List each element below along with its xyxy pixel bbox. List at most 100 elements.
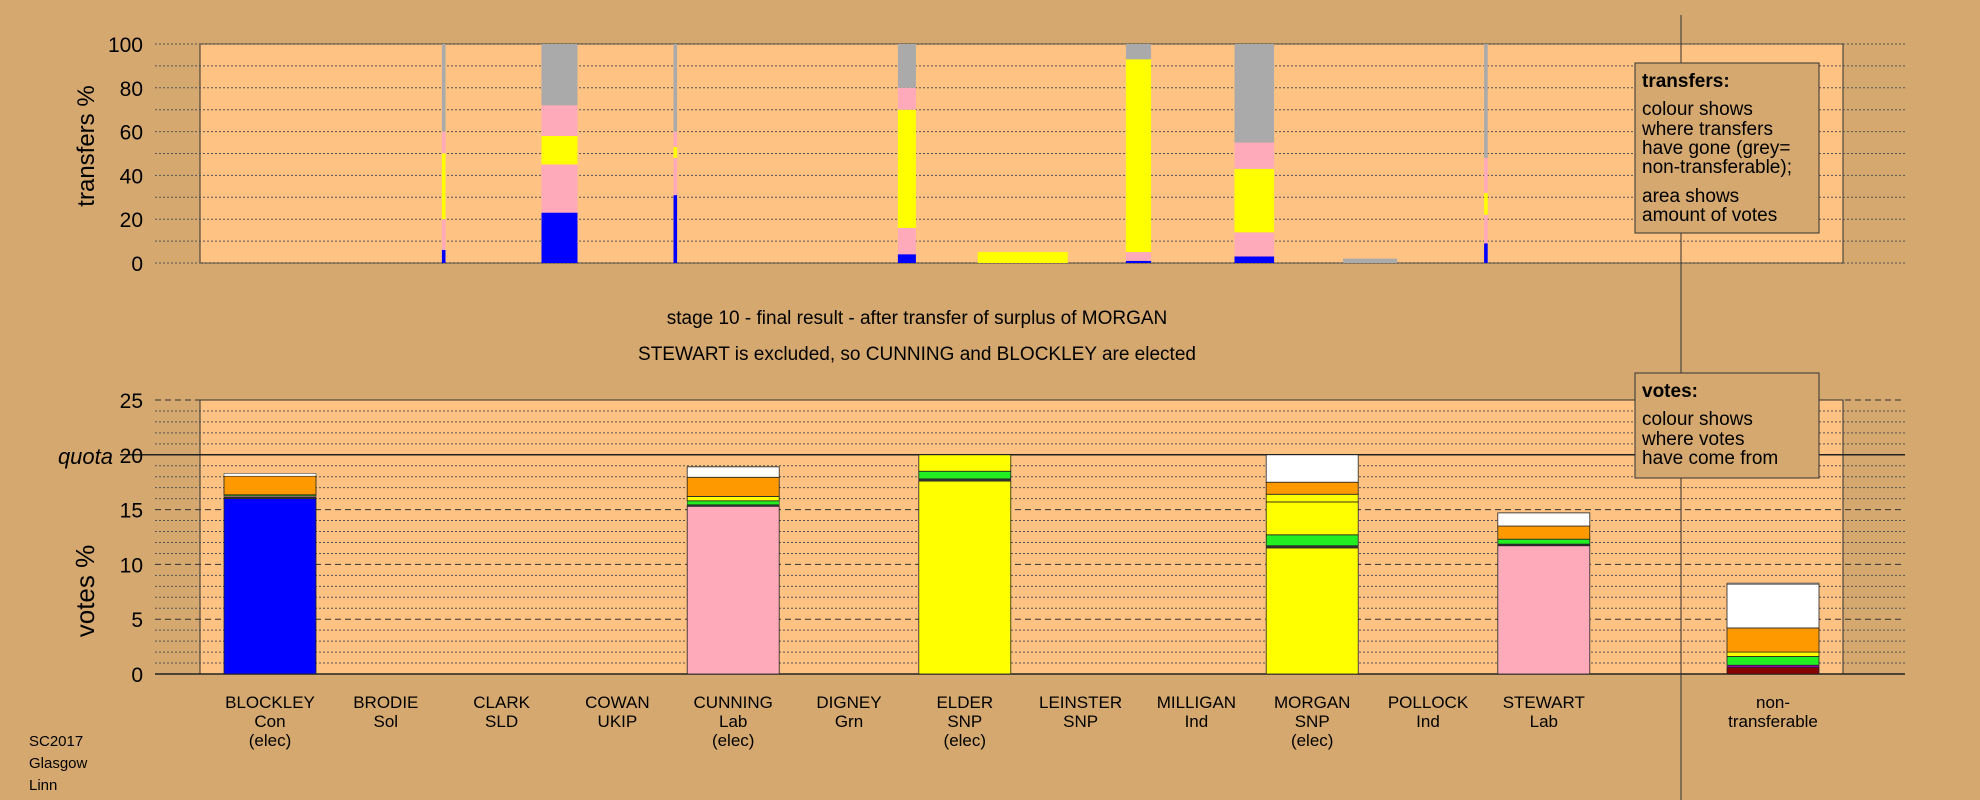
transfer-segment xyxy=(897,44,916,88)
transfers-legend-line: where transfers xyxy=(1641,119,1773,140)
transfer-segment xyxy=(897,109,916,228)
vote-segment xyxy=(686,476,780,497)
votes-y-tick-label: 0 xyxy=(131,664,143,687)
vote-segment xyxy=(1726,583,1820,629)
candidate-labels: BLOCKLEYCon(elec)BRODIESolCLARKSLDCOWANU… xyxy=(225,693,1818,750)
vote-segment xyxy=(686,496,780,502)
vote-segment xyxy=(223,475,317,496)
transfer-segment xyxy=(541,44,578,106)
transfers-plot-area xyxy=(199,43,1844,264)
transfer-segment xyxy=(1125,59,1152,253)
votes-bars xyxy=(223,454,1820,675)
transfer-segment xyxy=(1234,232,1275,257)
transfer-segment xyxy=(897,87,916,110)
vote-segment xyxy=(918,454,1012,472)
transfers-legend-line: have gone (grey= xyxy=(1642,138,1790,159)
candidate-party: Sol xyxy=(374,712,399,731)
votes-legend-title: votes: xyxy=(1642,381,1698,402)
vote-segment xyxy=(1726,582,1820,585)
footer-election: SC2017 xyxy=(29,733,83,750)
transfer-segment xyxy=(441,44,446,132)
vote-segment xyxy=(1726,667,1820,675)
footer-ward: Linn xyxy=(29,777,57,794)
candidate-party: Con xyxy=(254,712,285,731)
vote-segment xyxy=(223,473,317,477)
transfer-segment xyxy=(897,254,916,263)
transfer-segment xyxy=(673,195,678,263)
votes-y-tick-label: 10 xyxy=(120,554,143,577)
votes-y-tick-label: 5 xyxy=(131,609,143,632)
transfers-y-tick-label: 20 xyxy=(120,209,143,232)
candidate-party: Ind xyxy=(1185,712,1209,731)
vote-segment xyxy=(1265,493,1359,503)
transfer-segment xyxy=(1484,214,1488,244)
transfers-y-tick-label: 40 xyxy=(120,165,143,188)
transfers-bars xyxy=(441,44,1488,263)
result-heading: STEWART is excluded, so CUNNING and BLOC… xyxy=(638,344,1196,365)
candidate-status: (elec) xyxy=(1291,731,1334,750)
transfers-y-tick-label: 100 xyxy=(108,34,143,57)
transfer-segment xyxy=(1234,168,1275,233)
transfers-y-axis-label: transfers % xyxy=(73,85,100,206)
vote-segment xyxy=(223,498,317,675)
candidate-party: Grn xyxy=(835,712,863,731)
vote-segment xyxy=(918,470,1012,480)
candidate-name: STEWART xyxy=(1503,693,1585,712)
votes-legend-line: where votes xyxy=(1641,429,1744,450)
candidate-name: MILLIGAN xyxy=(1157,693,1236,712)
transfer-segment xyxy=(541,212,578,263)
vote-segment xyxy=(1265,547,1359,675)
vote-segment xyxy=(686,500,780,505)
candidate-name: BLOCKLEY xyxy=(225,693,315,712)
vote-segment xyxy=(1726,651,1820,657)
candidate-party: Lab xyxy=(1530,712,1558,731)
non-transferable-label: non- xyxy=(1756,693,1790,712)
transfer-segment xyxy=(897,227,916,255)
vote-segment xyxy=(1497,545,1591,675)
candidate-name: CUNNING xyxy=(694,693,773,712)
transfer-segment xyxy=(541,135,578,165)
votes-gridlines xyxy=(120,399,1905,675)
candidate-party: UKIP xyxy=(598,712,638,731)
transfer-segment xyxy=(541,164,578,213)
vote-segment xyxy=(1497,525,1591,540)
transfer-segment xyxy=(1125,260,1152,263)
candidate-name: DIGNEY xyxy=(816,693,881,712)
candidate-party: SLD xyxy=(485,712,518,731)
transfer-segment xyxy=(1234,44,1275,143)
transfer-segment xyxy=(441,219,446,250)
candidate-name: POLLOCK xyxy=(1388,693,1469,712)
transfers-legend-title: transfers: xyxy=(1642,71,1730,92)
transfer-segment xyxy=(673,44,678,132)
transfers-y-tick-label: 60 xyxy=(120,122,143,145)
transfer-segment xyxy=(541,105,578,136)
stage-heading: stage 10 - final result - after transfer… xyxy=(667,308,1168,329)
transfers-y-ticks: 0 20 40 60 80 100 xyxy=(108,34,143,276)
votes-legend-line: have come from xyxy=(1642,448,1778,469)
transfers-legend-line: amount of votes xyxy=(1642,205,1777,226)
vote-segment xyxy=(1265,534,1359,547)
candidate-party: Ind xyxy=(1416,712,1440,731)
transfers-legend-line: non-transferable); xyxy=(1642,157,1792,178)
transfer-segment xyxy=(673,131,678,147)
transfer-segment xyxy=(1125,44,1152,60)
transfers-legend: transfers: colour shows where transfers … xyxy=(1634,62,1820,234)
transfer-segment xyxy=(1234,142,1275,169)
candidate-name: LEINSTER xyxy=(1039,693,1122,712)
votes-legend: votes: colour shows where votes have com… xyxy=(1634,372,1820,479)
votes-legend-line: colour shows xyxy=(1642,409,1753,430)
candidate-status: (elec) xyxy=(944,731,987,750)
transfer-segment xyxy=(1234,256,1275,263)
transfers-y-tick-label: 80 xyxy=(120,78,143,101)
votes-y-ticks: 0 5 10 15 20 25 xyxy=(120,390,143,687)
vote-segment xyxy=(1726,656,1820,666)
candidate-party: Lab xyxy=(719,712,747,731)
transfer-segment xyxy=(673,157,678,196)
transfer-segment xyxy=(1125,252,1152,261)
quota-label: quota xyxy=(58,444,113,469)
candidate-name: MORGAN xyxy=(1274,693,1351,712)
vote-segment xyxy=(1497,538,1591,545)
transfers-legend-line: area shows xyxy=(1642,186,1739,207)
vote-segment xyxy=(1497,512,1591,527)
non-transferable-label: transferable xyxy=(1728,712,1818,731)
